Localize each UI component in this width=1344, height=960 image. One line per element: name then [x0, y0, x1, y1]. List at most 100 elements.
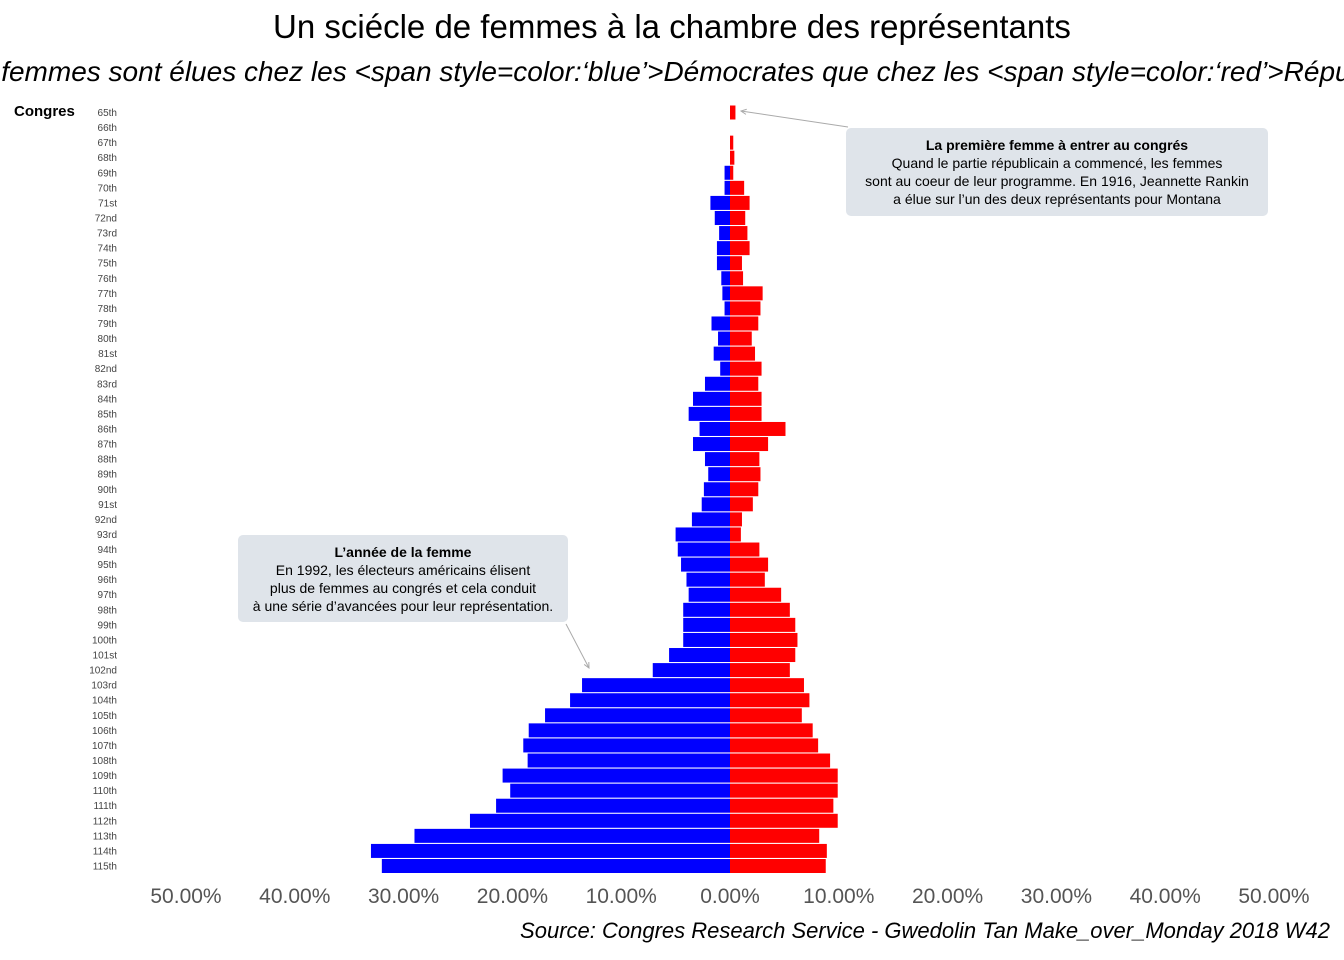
y-tick-label: 65th: [98, 108, 117, 119]
bar-republicans-115th: [730, 859, 826, 873]
y-tick-label: 108th: [92, 756, 117, 767]
bar-democrats-100th: [683, 632, 730, 647]
bar-democrats-98th: [683, 602, 730, 617]
bar-republicans-85th: [730, 406, 762, 421]
annotation-year-of-woman-line: à une série d’avancées pour leur représe…: [252, 598, 554, 614]
bar-republicans-79th: [730, 316, 759, 331]
bar-democrats-95th: [681, 557, 730, 572]
bar-democrats-94th: [677, 542, 730, 557]
bar-republicans-77th: [730, 286, 763, 301]
bar-republicans-71st: [730, 195, 750, 210]
bar-democrats-106th: [528, 723, 730, 738]
annotation-first-woman-line: a élue sur l’un des deux représentants p…: [893, 191, 1221, 207]
y-tick-label: 109th: [92, 771, 117, 782]
bar-democrats-109th: [502, 768, 730, 783]
bar-democrats-92nd: [691, 512, 730, 527]
x-tick-label: 10.00%: [586, 885, 657, 908]
bar-republicans-109th: [730, 768, 838, 783]
bar-democrats-112th: [469, 813, 730, 828]
y-tick-label: 115th: [93, 862, 117, 873]
y-tick-label: 76th: [98, 274, 117, 285]
y-tick-label: 86th: [98, 424, 117, 435]
bar-democrats-97th: [688, 587, 730, 602]
bar-democrats-75th: [716, 256, 730, 271]
y-tick-label: 92nd: [95, 515, 117, 526]
annotation-year-of-woman-line: En 1992, les électeurs américains élisen…: [275, 562, 531, 578]
bar-republicans-73rd: [730, 226, 748, 241]
bar-republicans-113th: [730, 828, 820, 843]
bar-democrats-115th: [381, 859, 730, 873]
bar-republicans-102nd: [730, 663, 790, 678]
bar-republicans-96th: [730, 572, 765, 587]
bar-republicans-78th: [730, 301, 761, 316]
bar-republicans-92nd: [730, 512, 742, 527]
y-tick-label: 110th: [93, 786, 117, 797]
y-tick-label: 72nd: [95, 213, 117, 224]
y-tick-label: 98th: [98, 605, 117, 616]
bar-republicans-82nd: [730, 361, 762, 376]
x-tick-label: 40.00%: [259, 885, 330, 908]
bar-republicans-91st: [730, 497, 753, 512]
y-tick-label: 81st: [98, 349, 117, 360]
annotation-first-woman: La première femme à entrer au congrés Qu…: [846, 128, 1268, 216]
bar-democrats-99th: [683, 617, 730, 632]
bar-democrats-114th: [370, 843, 730, 858]
y-tick-label: 101st: [93, 651, 118, 662]
bar-republicans-76th: [730, 271, 744, 286]
y-tick-label: 66th: [98, 123, 117, 134]
bar-democrats-107th: [523, 738, 730, 753]
y-tick-label: 70th: [98, 183, 117, 194]
leader-year-of-woman: [565, 623, 590, 669]
bar-republicans-106th: [730, 723, 813, 738]
bar-democrats-78th: [724, 301, 730, 316]
bar-republicans-112th: [730, 813, 838, 828]
x-tick-label: 20.00%: [477, 885, 548, 908]
annotation-year-of-woman-title: L’année de la femme: [334, 544, 472, 560]
y-tick-label: 83rd: [97, 379, 117, 390]
bar-democrats-81st: [713, 346, 730, 361]
annotation-first-woman-title: La première femme à entrer au congrés: [925, 137, 1189, 153]
bar-democrats-93rd: [675, 527, 730, 542]
y-tick-label: 99th: [98, 620, 117, 631]
y-tick-label: 95th: [98, 560, 117, 571]
bar-republicans-80th: [730, 331, 752, 346]
y-tick-label: 78th: [98, 304, 117, 315]
y-tick-label: 69th: [98, 168, 117, 179]
x-tick-label: 30.00%: [368, 885, 439, 908]
bar-republicans-67th: [730, 135, 734, 150]
chart-title: Un sciécle de femmes à la chambre des re…: [273, 8, 1071, 45]
bar-democrats-71st: [710, 195, 730, 210]
bar-republicans-90th: [730, 482, 759, 497]
y-tick-label: 88th: [98, 455, 117, 466]
bar-republicans-84th: [730, 391, 762, 406]
y-tick-label: 103rd: [91, 681, 117, 692]
bar-republicans-83rd: [730, 376, 759, 391]
bar-democrats-79th: [711, 316, 730, 331]
bar-republicans-72nd: [730, 210, 746, 225]
bar-republicans-89th: [730, 467, 761, 482]
y-tick-label: 114th: [93, 846, 117, 857]
bar-democrats-85th: [688, 406, 730, 421]
y-tick-label: 79th: [98, 319, 117, 330]
y-tick-label: 84th: [98, 394, 117, 405]
y-tick-label: 112th: [93, 816, 117, 827]
bar-democrats-103rd: [582, 678, 730, 693]
bar-democrats-110th: [510, 783, 730, 798]
y-tick-label: 100th: [92, 635, 117, 646]
y-tick-label: 74th: [98, 244, 117, 255]
y-tick-label: 90th: [98, 485, 117, 496]
bar-republicans-101st: [730, 648, 796, 663]
bar-democrats-104th: [570, 693, 730, 708]
chart-subtitle-container: Plus de femmes sont élues chez les <span…: [0, 56, 1344, 96]
bar-democrats-101st: [669, 648, 730, 663]
annotation-first-woman-line: sont au coeur de leur programme. En 1916…: [865, 173, 1249, 189]
y-tick-label: 97th: [98, 590, 117, 601]
y-tick-label: 113th: [93, 831, 117, 842]
y-tick-label: 71st: [98, 198, 117, 209]
x-tick-label: 20.00%: [912, 885, 983, 908]
annotation-first-woman-line: Quand le partie républicain a commencé, …: [891, 155, 1223, 171]
y-tick-label: 67th: [98, 138, 117, 149]
y-tick-label: 105th: [92, 711, 117, 722]
bar-democrats-86th: [699, 421, 730, 436]
bar-republicans-104th: [730, 693, 810, 708]
